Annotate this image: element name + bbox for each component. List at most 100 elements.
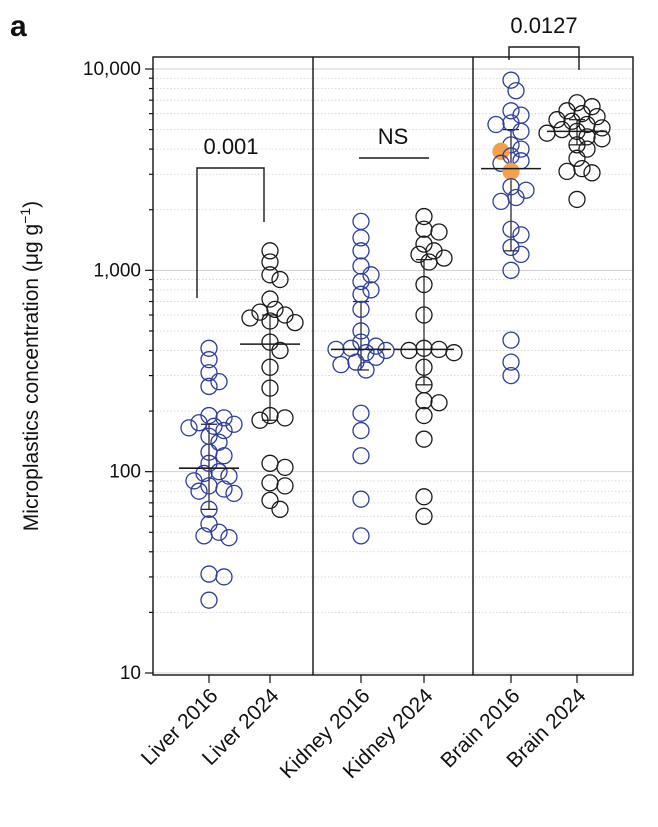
y-tick-label: 10 — [120, 663, 141, 684]
data-point — [492, 192, 510, 211]
data-point — [220, 529, 238, 547]
data-point — [261, 312, 279, 330]
data-point — [225, 484, 243, 503]
highlighted-data-point — [502, 162, 520, 181]
data-point — [352, 527, 370, 545]
highlighted-data-point — [492, 142, 510, 160]
data-point — [400, 341, 418, 360]
data-point — [362, 281, 380, 299]
data-point — [200, 364, 218, 382]
data-point — [332, 356, 350, 374]
data-point — [573, 159, 591, 178]
data-point — [276, 477, 294, 495]
data-point — [261, 253, 279, 271]
data-point — [357, 361, 375, 379]
data-point — [352, 242, 370, 260]
data-point — [200, 351, 218, 369]
data-point — [583, 98, 601, 116]
data-point — [487, 115, 505, 134]
data-point — [420, 253, 438, 271]
data-point — [502, 71, 520, 89]
data-point — [200, 339, 218, 357]
data-point — [415, 339, 433, 357]
comparison-bracket — [196, 167, 265, 298]
data-point — [548, 111, 566, 129]
data-point — [220, 467, 238, 485]
data-point — [583, 164, 601, 182]
data-point — [502, 353, 520, 371]
data-point — [195, 527, 213, 545]
data-point — [352, 300, 370, 319]
data-point — [415, 430, 433, 448]
data-point — [261, 474, 279, 492]
data-point — [430, 223, 448, 241]
data-point — [502, 114, 520, 132]
data-point — [241, 309, 259, 327]
comparison-label: NS — [378, 124, 409, 149]
data-point — [190, 482, 208, 500]
data-point — [502, 331, 520, 349]
y-tick-label: 100 — [109, 462, 141, 483]
data-point — [286, 313, 304, 332]
data-point — [210, 463, 228, 481]
data-point — [200, 500, 218, 518]
data-point — [558, 102, 576, 120]
data-point — [415, 488, 433, 506]
data-point — [502, 238, 520, 257]
data-point — [502, 102, 520, 120]
data-point — [415, 207, 433, 226]
data-point — [261, 491, 279, 510]
data-point — [271, 270, 289, 289]
data-point — [261, 242, 279, 260]
data-point — [271, 341, 289, 360]
y-axis-label-main: Microplastics concentration (μg g — [20, 224, 43, 531]
data-point — [352, 447, 370, 465]
data-point — [415, 235, 433, 253]
data-point — [430, 394, 448, 412]
data-point — [415, 358, 433, 376]
y-tick-label: 1,000 — [93, 260, 141, 281]
data-point — [200, 377, 218, 396]
y-axis-label-end: ) — [20, 201, 43, 208]
data-point — [415, 306, 433, 324]
data-point — [362, 266, 380, 284]
data-point — [445, 344, 463, 362]
data-point — [251, 411, 269, 429]
data-point — [568, 136, 586, 154]
data-point — [205, 417, 223, 435]
data-point — [568, 94, 586, 112]
data-point — [415, 220, 433, 238]
data-point — [578, 140, 596, 158]
data-point — [415, 275, 433, 294]
data-point — [276, 409, 294, 427]
y-axis-label-sup: −1 — [17, 208, 33, 224]
data-point — [593, 119, 611, 137]
data-point — [261, 266, 279, 284]
data-point — [352, 285, 370, 303]
plot-frame — [152, 56, 634, 676]
data-point — [215, 568, 233, 586]
data-point — [352, 257, 370, 275]
panel-label: a — [10, 10, 27, 43]
data-point — [558, 162, 576, 181]
y-tick-label: 10,000 — [83, 59, 141, 80]
data-point — [512, 245, 530, 264]
data-point — [568, 149, 586, 167]
data-point — [502, 366, 520, 385]
data-point — [352, 322, 370, 340]
data-point — [377, 341, 395, 360]
data-point — [261, 290, 279, 308]
data-point — [210, 372, 228, 391]
data-point — [593, 130, 611, 148]
data-point — [352, 212, 370, 231]
data-point — [215, 480, 233, 498]
data-point — [352, 490, 370, 508]
data-point — [215, 447, 233, 465]
data-point — [352, 421, 370, 440]
data-point — [261, 454, 279, 472]
data-point — [415, 507, 433, 525]
data-point — [512, 226, 530, 244]
data-point — [367, 337, 385, 355]
